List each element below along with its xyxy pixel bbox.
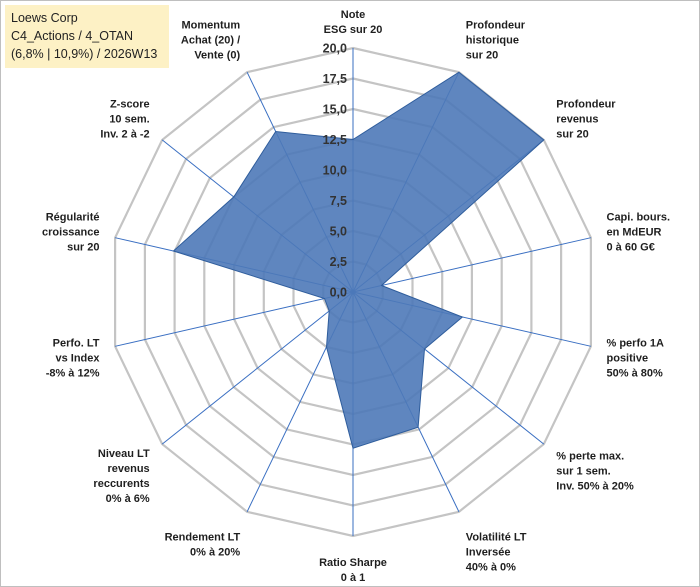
info-category: C4_Actions / 4_OTAN: [11, 29, 134, 43]
axis-label: revenus: [556, 113, 598, 125]
tick-label: 10,0: [323, 164, 347, 178]
axis-label-group: Régularité croissance sur 20: [42, 212, 99, 254]
axis-label: Volatilité LT: [466, 531, 527, 543]
axis-label: en MdEUR: [607, 227, 662, 239]
axis-label: 0 à 1: [341, 572, 365, 584]
axis-label: 50% à 80%: [607, 367, 663, 379]
axis-label: historique: [466, 35, 519, 47]
tick-label: 7,5: [330, 194, 347, 208]
axis-label: Capi. bours.: [607, 212, 671, 224]
axis-label: reccurents: [93, 478, 149, 490]
tick-label: 20,0: [323, 42, 347, 56]
axis-label: % perte max.: [556, 451, 624, 463]
axis-label: 0 à 60 G€: [607, 242, 655, 254]
axis-label: Régularité: [46, 212, 100, 224]
axis-label: Rendement LT: [165, 531, 241, 543]
axis-label-group: % perfo 1A positive 50% à 80%: [607, 337, 665, 379]
axis-label: Inv. 50% à 20%: [556, 481, 634, 493]
axis-label-group: Perfo. LT vs Index -8% à 12%: [46, 337, 101, 379]
axis-label: 0% à 6%: [106, 493, 150, 505]
axis-label-group: Rendement LT 0% à 20%: [165, 531, 241, 558]
axis-label-group: Capi. bours. en MdEUR 0 à 60 G€: [607, 212, 671, 254]
axis-label: Profondeur: [466, 20, 526, 32]
axis-label: ESG sur 20: [324, 24, 383, 36]
axis-label-group: % perte max. sur 1 sem. Inv. 50% à 20%: [556, 451, 634, 493]
axis-label-group: Momentum Achat (20) / Vente (0): [181, 20, 241, 62]
axis-label: -8% à 12%: [46, 367, 100, 379]
info-company: Loews Corp: [11, 11, 78, 25]
axis-label-group: Ratio Sharpe 0 à 1: [319, 557, 387, 584]
axis-label-group: Profondeur revenus sur 20: [556, 98, 616, 140]
axis-spoke: [114, 291, 354, 347]
tick-label: 5,0: [330, 225, 347, 239]
axis-label-group: Niveau LT revenus reccurents 0% à 6%: [93, 448, 150, 505]
axis-spoke: [161, 291, 354, 445]
axis-label: Momentum: [182, 20, 241, 32]
axis-label: revenus: [107, 463, 149, 475]
axis-label: sur 1 sem.: [556, 466, 610, 478]
tick-label: 2,5: [330, 255, 347, 269]
axis-label: sur 20: [466, 50, 498, 62]
axis-label: Note: [341, 9, 365, 21]
axis-label-group: Profondeur historique sur 20: [466, 20, 526, 62]
axis-label: Inversée: [466, 546, 511, 558]
axis-label: Niveau LT: [98, 448, 150, 460]
data-series-area: [172, 71, 545, 449]
axis-label: Ratio Sharpe: [319, 557, 387, 569]
info-period: (6,8% | 10,9%) / 2026W13: [11, 47, 158, 61]
tick-label: 12,5: [323, 133, 347, 147]
axis-label: Inv. 2 à -2: [100, 128, 149, 140]
axis-label: positive: [607, 352, 649, 364]
axis-label: 0% à 20%: [190, 546, 240, 558]
axis-label-group: Z-score 10 sem. Inv. 2 à -2: [100, 98, 149, 140]
tick-layer: 0,0 2,5 5,0 7,5 10,0 12,5 15,0 17,5 20,0: [323, 42, 347, 300]
axis-label: Achat (20) /: [181, 35, 240, 47]
axis-label: sur 20: [67, 242, 99, 254]
axis-label: vs Index: [55, 352, 100, 364]
axis-label: Profondeur: [556, 98, 616, 110]
tick-label: 0,0: [330, 286, 347, 300]
axis-label: Perfo. LT: [53, 337, 100, 349]
axis-label: croissance: [42, 227, 99, 239]
axis-label: 10 sem.: [109, 113, 149, 125]
axis-label: 40% à 0%: [466, 561, 516, 573]
axis-label: % perfo 1A: [607, 337, 665, 349]
series-layer: [172, 71, 545, 449]
axis-label-group: Volatilité LT Inversée 40% à 0%: [466, 531, 527, 573]
axis-spoke: [352, 237, 592, 293]
tick-label: 17,5: [323, 72, 347, 86]
info-box: Loews Corp C4_Actions / 4_OTAN (6,8% | 1…: [5, 5, 169, 68]
tick-label: 15,0: [323, 103, 347, 117]
axis-label: Z-score: [110, 98, 150, 110]
axis-label: Vente (0): [194, 50, 240, 62]
axis-label: sur 20: [556, 128, 588, 140]
axis-label-layer: Note ESG sur 20 Profondeur historique sur 20…: [42, 9, 670, 584]
axis-label-group: Note ESG sur 20: [324, 9, 383, 36]
